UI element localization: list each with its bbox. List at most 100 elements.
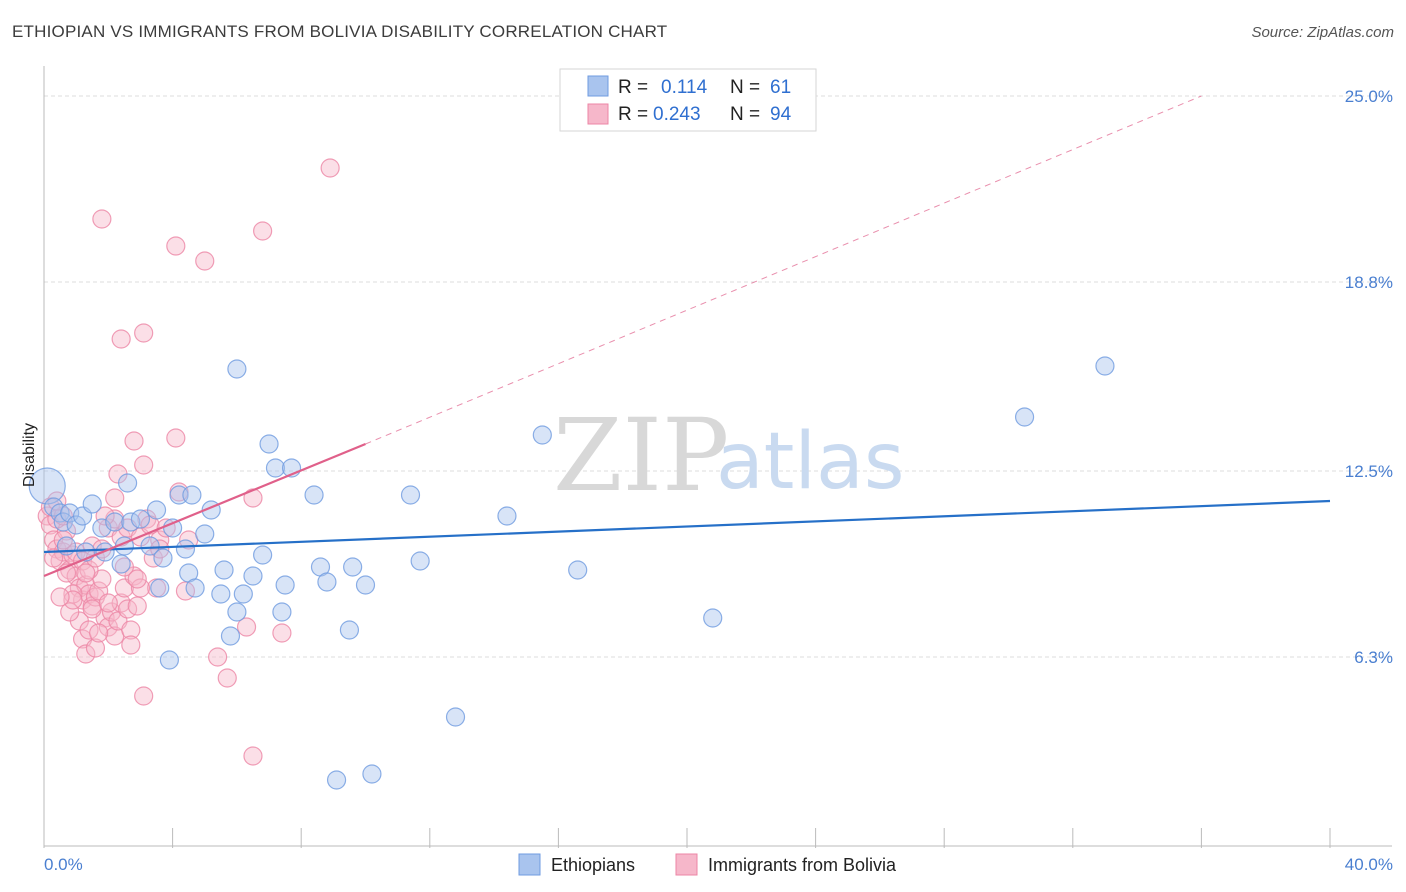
data-point [185,578,205,598]
legend-n-label-ethiopians: N = [730,77,760,98]
data-point [76,644,96,664]
data-point [362,764,382,784]
data-point [146,500,167,520]
data-point [497,506,517,526]
data-point [44,548,64,568]
data-point [320,158,340,178]
data-point [50,587,70,607]
data-point [317,572,337,592]
correlation-legend: R = 0.114 N = 61 R = 0.243 N = 94 [559,68,817,132]
data-point [105,488,125,508]
legend-r-value-bolivia: 0.243 [653,104,701,125]
grid-lines [44,95,1392,658]
x-tick-label: 40.0% [1345,855,1393,874]
x-tick-label: 0.0% [44,855,83,874]
data-point [343,557,363,577]
data-point [111,329,131,349]
data-point [568,560,588,580]
data-point [243,746,263,766]
legend-r-label-ethiopians: R = [618,77,648,98]
data-point [1014,407,1035,427]
trend-line-blue [43,499,1331,554]
data-point [98,593,118,613]
series-legend: Ethiopians Immigrants from Bolivia [518,853,897,876]
data-point [243,566,263,586]
data-point [253,545,273,565]
legend-n-value-ethiopians: 61 [770,77,791,98]
bottom-legend-swatch-ethiopians [518,853,541,876]
data-point [227,359,247,379]
data-point [153,548,173,568]
data-point [159,650,179,670]
data-point [166,236,186,256]
data-point [28,467,66,505]
data-point [703,608,723,628]
data-point [259,434,279,454]
axes [43,66,1392,848]
legend-n-label-bolivia: N = [730,104,760,125]
data-point [211,584,231,604]
data-point [208,647,228,667]
data-point [195,251,215,271]
data-point [127,596,147,616]
data-point [400,485,421,505]
data-point [214,560,234,580]
watermark: ZIP atlas [553,397,905,514]
data-point [134,686,154,706]
data-point [272,623,292,643]
data-point [117,473,138,493]
data-point [243,488,263,508]
data-point [326,770,347,790]
data-point [445,707,466,727]
data-point [85,638,106,658]
data-point [82,494,102,514]
data-point [111,554,131,574]
data-point [220,626,241,646]
data-point [339,620,360,640]
data-point [265,458,286,478]
y-axis-label: Disability [21,423,38,487]
data-point [195,524,215,544]
data-point [1095,356,1115,376]
data-point [105,512,125,532]
data-point [150,578,170,598]
y-tick-label: 18.8% [1345,273,1393,292]
legend-swatch-bolivia [587,103,609,125]
data-point [134,323,154,343]
data-point [410,551,430,571]
trend-lines [43,95,1331,578]
data-point [124,431,144,451]
legend-n-value-bolivia: 94 [770,104,792,125]
data-point [130,509,151,529]
data-point [253,221,273,241]
chart-source: Source: ZipAtlas.com [1251,24,1394,41]
data-point [89,623,109,643]
data-point [95,506,115,526]
data-point [217,668,237,688]
data-point [114,557,134,577]
legend-r-label-bolivia: R = [618,104,648,125]
data-point [127,569,147,589]
bottom-legend-label-ethiopians: Ethiopians [551,855,635,875]
data-point [60,602,80,622]
data-point [275,575,295,595]
data-point [166,428,186,448]
chart-title: ETHIOPIAN VS IMMIGRANTS FROM BOLIVIA DIS… [12,22,668,41]
tick-labels: 6.3% 12.5% 18.8% 25.0% 0.0% 40.0% [44,87,1393,874]
data-point [233,584,253,604]
data-point [92,209,112,229]
data-point [227,602,247,622]
data-point [134,455,154,475]
y-tick-label: 12.5% [1345,462,1393,481]
data-point [532,425,552,445]
legend-r-value-ethiopians: 0.114 [661,77,708,98]
data-point [76,563,96,583]
legend-swatch-ethiopians [587,75,609,97]
data-point [82,599,102,619]
data-point [175,539,196,559]
watermark-atlas: atlas [716,417,905,507]
data-point [272,602,292,622]
data-point [236,617,257,637]
data-point [182,485,202,505]
